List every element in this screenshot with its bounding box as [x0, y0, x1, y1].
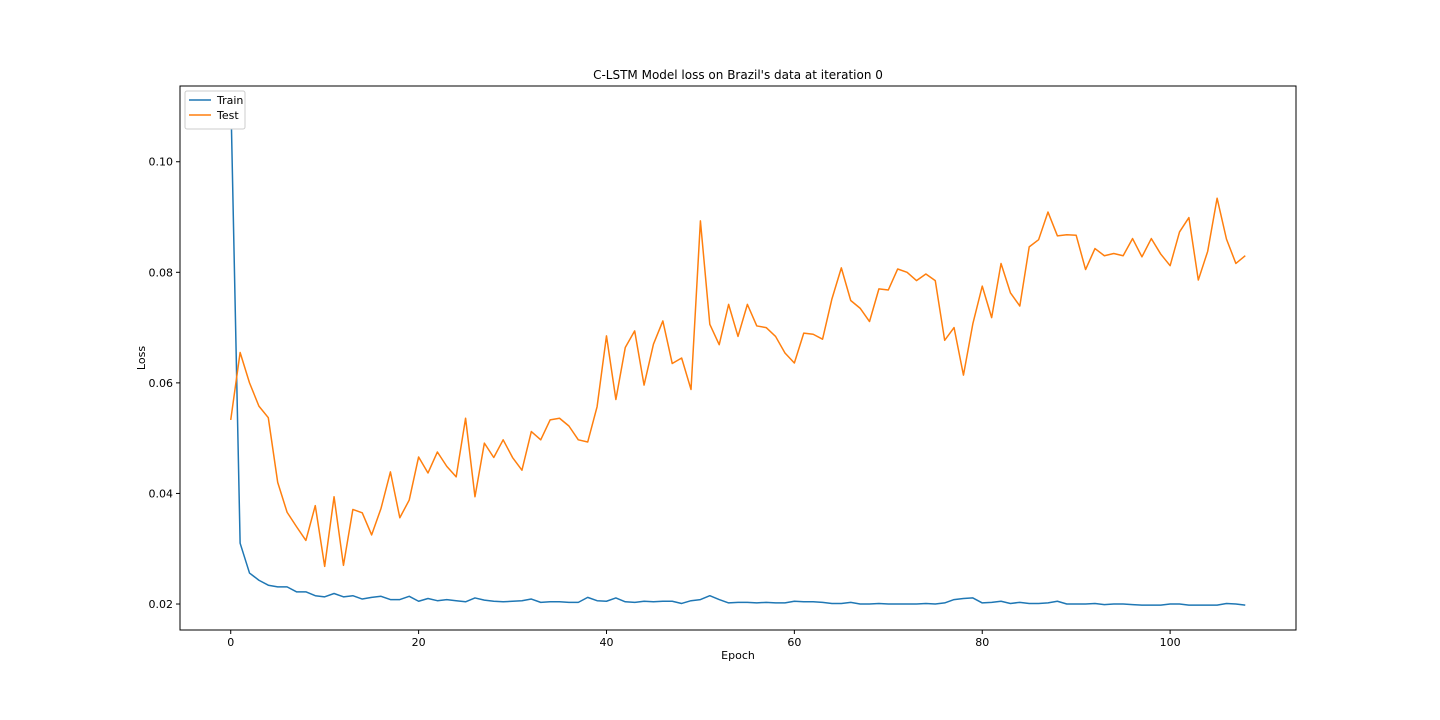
- legend: Train Test: [184, 90, 246, 130]
- x-tick-label: 80: [975, 636, 989, 649]
- chart-title: C-LSTM Model loss on Brazil's data at it…: [593, 68, 883, 82]
- x-tick-label: 60: [787, 636, 801, 649]
- axes-frame: [179, 85, 1297, 631]
- x-tick-label: 100: [1160, 636, 1181, 649]
- x-tick-label: 0: [227, 636, 234, 649]
- y-tick-label: 0.02: [149, 598, 174, 611]
- y-tick-label: 0.10: [149, 156, 174, 169]
- y-tick-label: 0.06: [149, 377, 174, 390]
- legend-label-train: Train: [216, 94, 243, 107]
- x-axis-label: Epoch: [721, 649, 755, 662]
- axes-ticks: 0 20 40 60 80 100 0.02 0.04 0.06 0.08 0.10: [149, 85, 1297, 649]
- y-tick-label: 0.04: [149, 487, 174, 500]
- y-axis-label: Loss: [135, 346, 148, 370]
- plot-area: [229, 92, 1246, 606]
- series-line-test: [229, 197, 1246, 568]
- legend-label-test: Test: [216, 109, 239, 122]
- x-tick-label: 20: [412, 636, 426, 649]
- series-line-train: [229, 92, 1246, 606]
- x-tick-label: 40: [599, 636, 613, 649]
- y-tick-label: 0.08: [149, 266, 174, 279]
